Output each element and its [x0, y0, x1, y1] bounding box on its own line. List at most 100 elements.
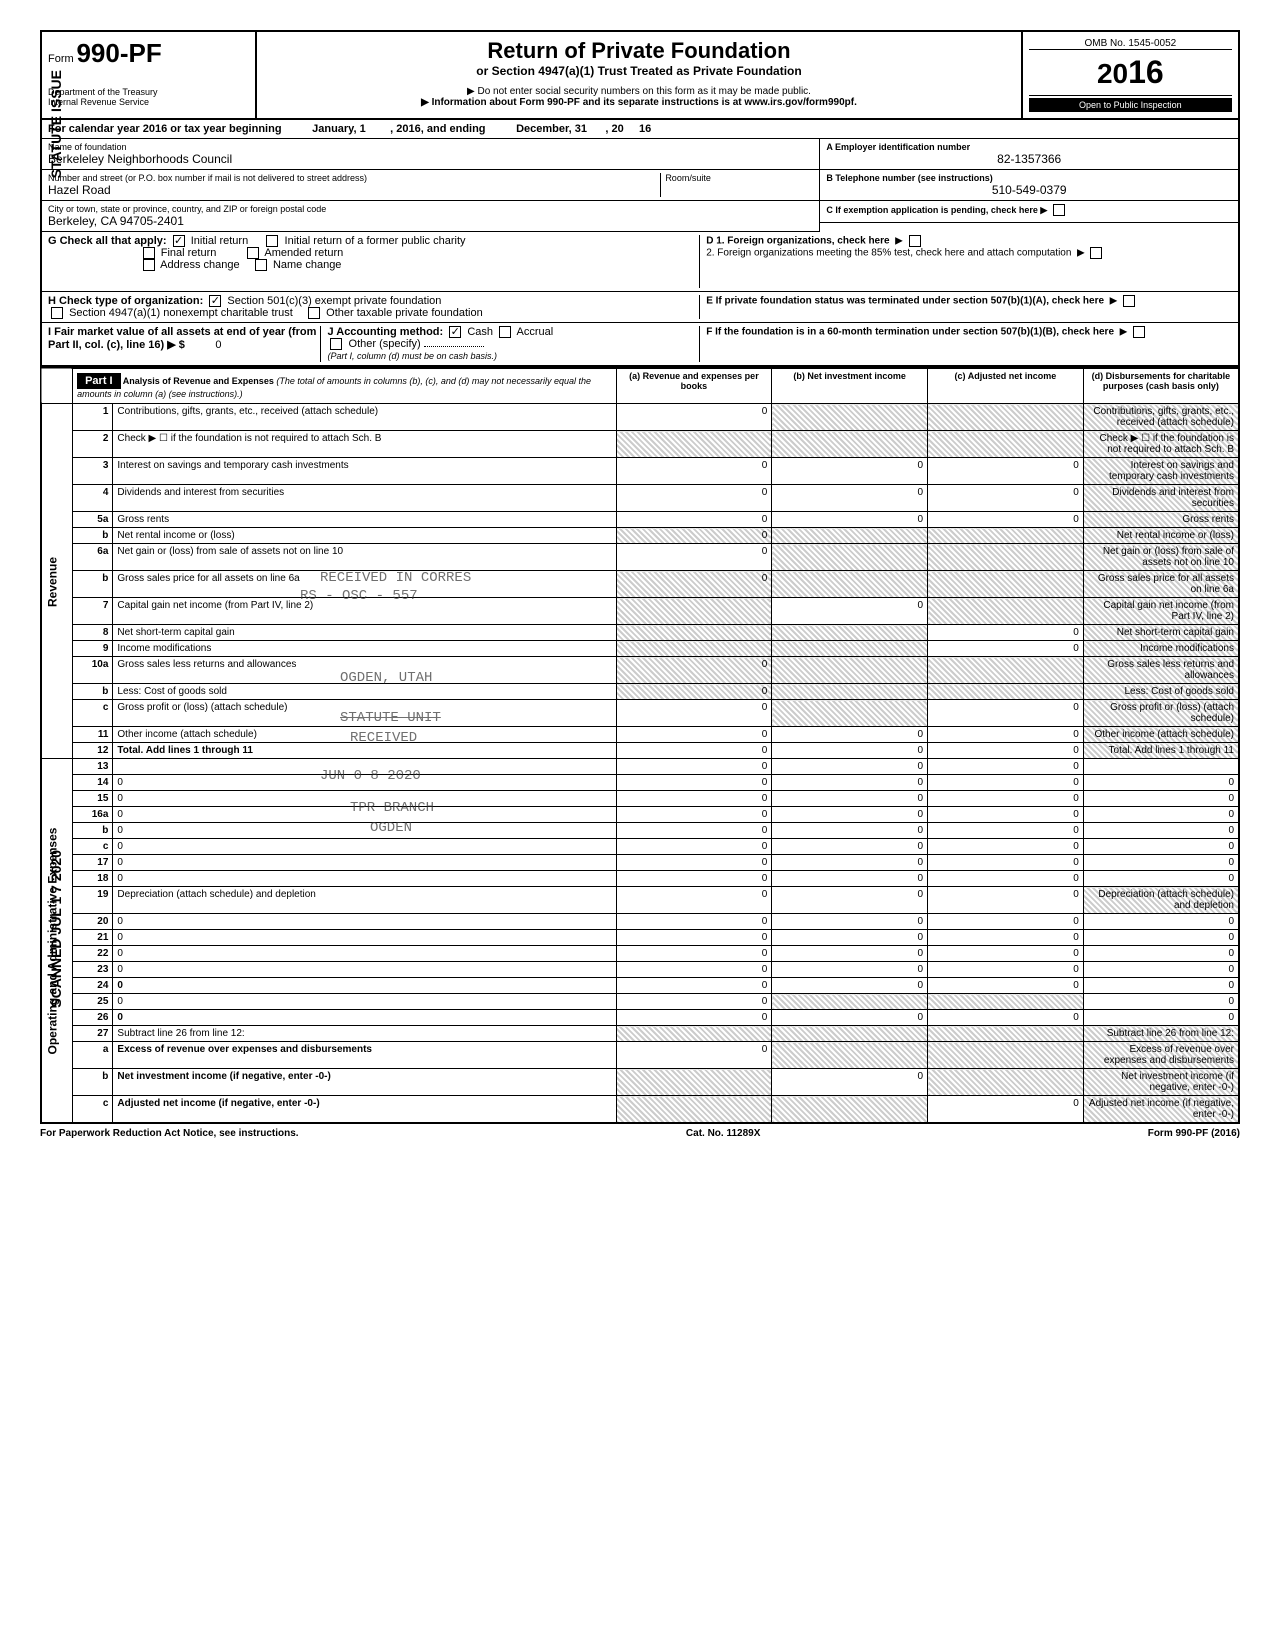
amount-cell: Adjusted net income (if negative, enter … — [1083, 1096, 1239, 1124]
amount-cell: 0 — [1083, 1010, 1239, 1026]
amount-cell: 0 — [772, 727, 928, 743]
line-description: Dividends and interest from securities — [113, 485, 616, 512]
table-row: b00000 — [41, 823, 1239, 839]
final-return-checkbox[interactable] — [143, 247, 155, 259]
name-label: Name of foundation — [48, 142, 813, 152]
d1-checkbox[interactable] — [909, 235, 921, 247]
amount-cell — [772, 404, 928, 431]
amount-cell: 0 — [928, 946, 1084, 962]
table-row: 19Depreciation (attach schedule) and dep… — [41, 887, 1239, 914]
e-checkbox[interactable] — [1123, 295, 1135, 307]
amended-return-checkbox[interactable] — [247, 247, 259, 259]
amount-cell — [928, 404, 1084, 431]
amount-cell: 0 — [1083, 930, 1239, 946]
org-city: Berkeley, CA 94705-2401 — [48, 214, 813, 228]
amount-cell: 0 — [928, 839, 1084, 855]
amount-cell: 0 — [616, 775, 772, 791]
amount-cell: 0 — [928, 887, 1084, 914]
section-g: G Check all that apply: ✓ Initial return… — [48, 235, 699, 288]
footer-cat: Cat. No. 11289X — [686, 1128, 760, 1139]
amount-cell: 0 — [928, 759, 1084, 775]
amount-cell: Net rental income or (loss) — [1083, 528, 1239, 544]
form-label: Form — [48, 53, 74, 65]
line-number: 20 — [73, 914, 113, 930]
amount-cell: 0 — [616, 528, 772, 544]
h-other-checkbox[interactable] — [308, 307, 320, 319]
city-label: City or town, state or province, country… — [48, 204, 813, 214]
amount-cell: 0 — [928, 485, 1084, 512]
amount-cell — [616, 641, 772, 657]
amount-cell: 0 — [616, 544, 772, 571]
accrual-checkbox[interactable] — [499, 326, 511, 338]
line-number: c — [73, 700, 113, 727]
form-header: Form 990-PF Department of the Treasury I… — [40, 30, 1240, 120]
amount-cell: 0 — [1083, 807, 1239, 823]
line-number: 24 — [73, 978, 113, 994]
addr-change-checkbox[interactable] — [143, 259, 155, 271]
form-number: 990-PF — [76, 38, 161, 68]
amount-cell — [772, 994, 928, 1010]
amount-cell — [772, 528, 928, 544]
amount-cell — [616, 598, 772, 625]
initial-former-checkbox[interactable] — [266, 235, 278, 247]
amount-cell: 0 — [928, 1010, 1084, 1026]
table-row: 1700000 — [41, 855, 1239, 871]
amount-cell: 0 — [1083, 962, 1239, 978]
irs-label: Internal Revenue Service — [48, 97, 249, 107]
amount-cell: 0 — [616, 404, 772, 431]
amount-cell: 0 — [928, 791, 1084, 807]
line-number: a — [73, 1042, 113, 1069]
h-501c3-checkbox[interactable]: ✓ — [209, 295, 221, 307]
line-description: 0 — [113, 930, 616, 946]
name-change-checkbox[interactable] — [255, 259, 267, 271]
amount-cell: 0 — [616, 791, 772, 807]
line-description: Contributions, gifts, grants, etc., rece… — [113, 404, 616, 431]
line-description: Adjusted net income (if negative, enter … — [113, 1096, 616, 1124]
d2-checkbox[interactable] — [1090, 247, 1102, 259]
section-c-checkbox[interactable] — [1053, 204, 1065, 216]
amount-cell: 0 — [772, 791, 928, 807]
amount-cell: 0 — [1083, 839, 1239, 855]
amount-cell: 0 — [772, 914, 928, 930]
table-row: bNet rental income or (loss)0Net rental … — [41, 528, 1239, 544]
cash-checkbox[interactable]: ✓ — [449, 326, 461, 338]
amount-cell: 0 — [1083, 823, 1239, 839]
amount-cell: 0 — [928, 962, 1084, 978]
amount-cell: 0 — [928, 930, 1084, 946]
amount-cell: 0 — [616, 930, 772, 946]
amount-cell: 0 — [772, 978, 928, 994]
footer: For Paperwork Reduction Act Notice, see … — [40, 1124, 1240, 1143]
amount-cell: 0 — [1083, 914, 1239, 930]
other-method-checkbox[interactable] — [330, 338, 342, 350]
amount-cell — [772, 1096, 928, 1124]
table-row: 11Other income (attach schedule)000Other… — [41, 727, 1239, 743]
section-h: H Check type of organization: ✓ Section … — [48, 295, 699, 319]
h-4947-checkbox[interactable] — [51, 307, 63, 319]
line-description: 0 — [113, 994, 616, 1010]
amount-cell: 0 — [772, 485, 928, 512]
amount-cell: 0 — [772, 946, 928, 962]
instr-1: ▶ Do not enter social security numbers o… — [263, 86, 1014, 97]
amount-cell — [772, 684, 928, 700]
amount-cell: 0 — [928, 855, 1084, 871]
amount-cell: 0 — [772, 743, 928, 759]
amount-cell: 0 — [928, 978, 1084, 994]
amount-cell: 0 — [616, 684, 772, 700]
amount-cell: 0 — [928, 914, 1084, 930]
amount-cell — [772, 571, 928, 598]
amount-cell — [772, 625, 928, 641]
initial-return-checkbox[interactable]: ✓ — [173, 235, 185, 247]
line-description: Subtract line 26 from line 12: — [113, 1026, 616, 1042]
amount-cell: 0 — [616, 839, 772, 855]
line-description: 0 — [113, 839, 616, 855]
f-checkbox[interactable] — [1133, 326, 1145, 338]
amount-cell — [616, 1026, 772, 1042]
org-addr: Hazel Road — [48, 183, 660, 197]
amount-cell: 0 — [616, 946, 772, 962]
line-description: Gross sales price for all assets on line… — [113, 571, 616, 598]
amount-cell — [772, 657, 928, 684]
amount-cell: Dividends and interest from securities — [1083, 485, 1239, 512]
amount-cell: 0 — [1083, 871, 1239, 887]
amount-cell: Gross rents — [1083, 512, 1239, 528]
amount-cell: 0 — [1083, 791, 1239, 807]
